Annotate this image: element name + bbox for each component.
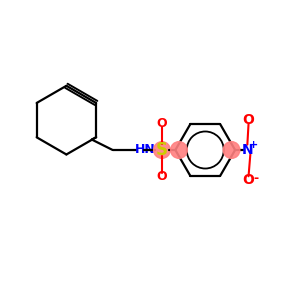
Text: HN: HN — [134, 143, 155, 156]
Text: O: O — [157, 170, 167, 183]
Circle shape — [154, 142, 170, 158]
Circle shape — [171, 142, 187, 158]
Text: O: O — [157, 117, 167, 130]
Circle shape — [223, 142, 240, 158]
Text: N: N — [242, 143, 253, 157]
Text: +: + — [249, 140, 259, 150]
Text: O: O — [243, 173, 254, 187]
Text: O: O — [243, 113, 254, 127]
Text: -: - — [253, 172, 258, 185]
Text: S: S — [156, 141, 168, 159]
